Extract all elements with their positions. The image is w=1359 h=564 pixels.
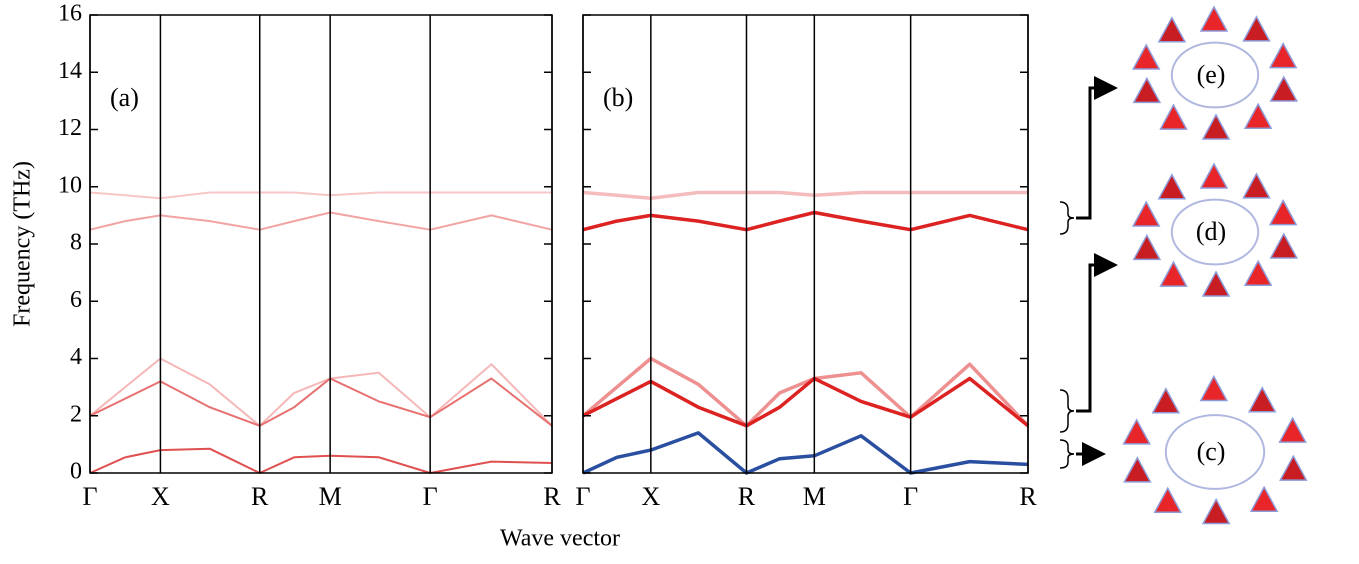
y-tick-label: 8 (70, 230, 82, 256)
plot-frame (89, 14, 553, 474)
tetrahedron (1199, 162, 1229, 189)
y-tick-label: 4 (70, 344, 82, 370)
tetrahedron (1201, 270, 1231, 297)
structure-diagram: (d) (1131, 162, 1299, 297)
tetrahedron (1153, 486, 1183, 514)
band-line (582, 190, 1028, 200)
tetrahedron (1278, 416, 1307, 443)
x-tick-label: R (738, 482, 756, 511)
tetrahedron (1132, 233, 1162, 261)
plot-frame (582, 14, 1029, 474)
tetrahedron (1157, 16, 1187, 43)
y-tick-label: 0 (70, 459, 82, 485)
band-line (582, 431, 1029, 475)
tetrahedron (1249, 485, 1279, 512)
tetrahedron (1159, 103, 1188, 130)
band-line (89, 377, 553, 427)
band-line (89, 191, 552, 200)
ring (1164, 414, 1266, 490)
y-axis-label: Frequency (THz) (10, 161, 36, 327)
tetrahedron (1247, 386, 1277, 413)
y-tick-label: 2 (70, 401, 82, 427)
x-tick-label: Γ (423, 482, 438, 511)
x-tick-label: R (543, 482, 561, 511)
x-tick-label: M (803, 482, 826, 511)
band-line (89, 211, 553, 231)
tetrahedron (1201, 113, 1231, 140)
tetrahedron (1132, 76, 1162, 104)
tetrahedron (1122, 418, 1151, 445)
band-line (581, 356, 1030, 428)
tetrahedron (1157, 173, 1187, 200)
x-tick-label: R (251, 482, 269, 511)
annotation-arrows (1059, 76, 1118, 469)
x-tick-label: R (1019, 482, 1037, 511)
tetrahedron (1131, 200, 1161, 227)
y-tick-label: 10 (58, 172, 82, 198)
tetrahedron (1269, 232, 1299, 259)
y-tick-label: 6 (70, 287, 82, 313)
band-line (89, 447, 553, 474)
tetrahedron (1268, 42, 1298, 69)
y-tick-label: 16 (58, 1, 82, 27)
ring (1170, 198, 1260, 266)
band-line (582, 210, 1029, 232)
tetrahedron (1123, 456, 1152, 483)
tetrahedron (1199, 5, 1229, 32)
structure-diagram: (c) (1122, 374, 1308, 525)
tetrahedron (1131, 43, 1161, 70)
tetrahedron (1201, 497, 1231, 525)
structure-label: (c) (1197, 437, 1226, 466)
band-line (89, 357, 553, 427)
x-tick-label: M (319, 482, 342, 511)
tetrahedron (1243, 102, 1273, 129)
tetrahedron (1151, 387, 1181, 414)
tetrahedron (1279, 454, 1308, 481)
y-tick-label: 14 (58, 58, 82, 84)
x-tick-label: X (641, 482, 660, 511)
x-tick-label: Γ (903, 482, 918, 511)
tetrahedron (1243, 259, 1273, 286)
structure-diagram: (e) (1131, 5, 1299, 140)
x-tick-label: Γ (82, 482, 97, 511)
x-tick-label: X (151, 482, 170, 511)
structure-label: (d) (1196, 217, 1226, 246)
panel-label: (b) (603, 83, 633, 112)
tetrahedron (1268, 199, 1298, 226)
tetrahedron (1242, 172, 1271, 199)
ring (1170, 41, 1260, 109)
panel-label: (a) (110, 83, 139, 112)
x-axis-label: Wave vector (500, 526, 620, 552)
tetrahedron (1199, 374, 1229, 402)
structure-label: (e) (1197, 60, 1226, 89)
x-tick-label: Γ (575, 482, 590, 511)
y-tick-label: 12 (58, 115, 82, 141)
band-line (582, 376, 1030, 428)
tetrahedron (1269, 75, 1299, 102)
tetrahedron (1159, 260, 1188, 287)
tetrahedron (1242, 15, 1271, 42)
